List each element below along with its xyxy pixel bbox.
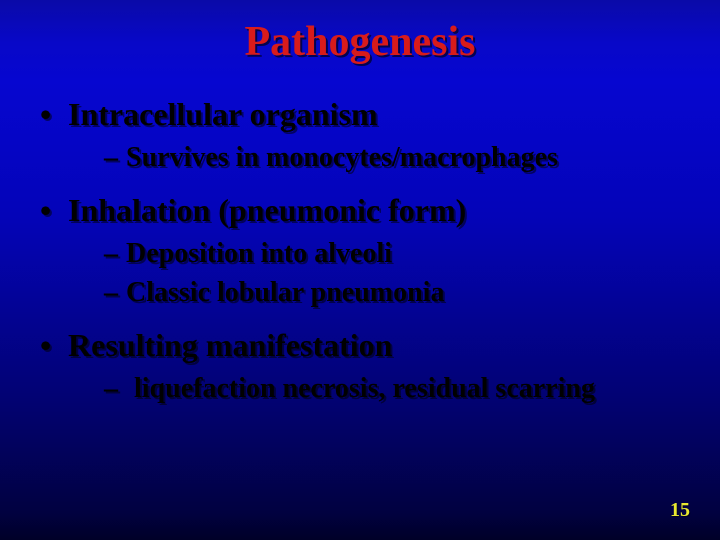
slide-number: 15 bbox=[670, 499, 690, 522]
bullet-text: Inhalation (pneumonic form) bbox=[68, 192, 466, 228]
sub-item: liquefaction necrosis, residual scarring bbox=[104, 371, 680, 407]
sub-list: liquefaction necrosis, residual scarring bbox=[68, 371, 680, 407]
bullet-item: Intracellular organism Survives in monoc… bbox=[40, 94, 680, 176]
sub-item: Deposition into alveoli bbox=[104, 236, 680, 272]
bullet-text: Intracellular organism bbox=[68, 96, 378, 132]
sub-item: Classic lobular pneumonia bbox=[104, 275, 680, 311]
sub-list: Deposition into alveoli Classic lobular … bbox=[68, 236, 680, 311]
bullet-list: Intracellular organism Survives in monoc… bbox=[40, 94, 680, 408]
sub-list: Survives in monocytes/macrophages bbox=[68, 140, 680, 176]
slide: Pathogenesis Intracellular organism Surv… bbox=[0, 0, 720, 540]
slide-title: Pathogenesis bbox=[40, 18, 680, 66]
bullet-text: Resulting manifestation bbox=[68, 327, 392, 363]
sub-item: Survives in monocytes/macrophages bbox=[104, 140, 680, 176]
bullet-item: Inhalation (pneumonic form) Deposition i… bbox=[40, 190, 680, 311]
bullet-item: Resulting manifestation liquefaction nec… bbox=[40, 325, 680, 407]
